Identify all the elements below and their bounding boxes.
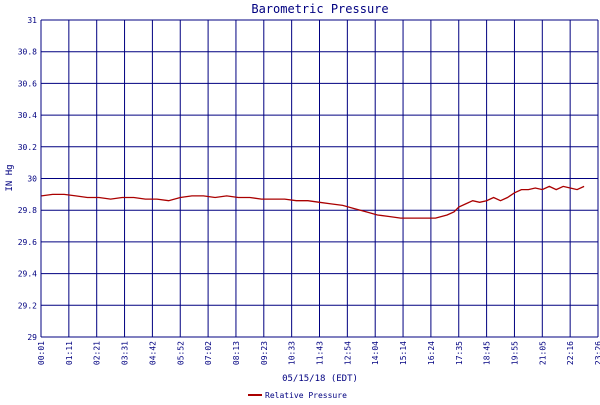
x-tick-label: 03:31: [121, 341, 130, 365]
y-tick-label: 29.4: [18, 270, 37, 279]
x-tick-label: 15:14: [399, 341, 408, 365]
y-tick-label: 29.8: [18, 206, 37, 215]
x-tick-label: 16:24: [427, 341, 436, 365]
x-tick-label: 05:52: [176, 341, 185, 365]
grid-layer: [40, 19, 599, 338]
x-tick-label: 12:54: [343, 341, 352, 365]
y-tick-label: 30.2: [18, 143, 37, 152]
x-tick-label: 00:01: [37, 341, 46, 365]
x-tick-label: 10:33: [288, 341, 297, 365]
x-tick-label: 17:35: [455, 341, 464, 365]
series-layer: [41, 185, 585, 219]
x-tick-label: 19:55: [510, 341, 519, 365]
x-tick-label: 04:42: [148, 341, 157, 365]
chart-title: Barometric Pressure: [251, 2, 388, 16]
x-tick-label: 22:16: [566, 341, 575, 365]
y-tick-labels: 29 29.2 29.4 29.6 29.8 30 30.2 30.4 30.6 30.8 31: [18, 16, 37, 342]
y-tick-label: 30: [27, 175, 37, 184]
x-tick-label: 07:02: [204, 341, 213, 365]
x-tick-labels: 00:01 01:11 02:21 03:31 04:42 05:52 07:02 08:13…: [37, 341, 600, 365]
y-tick-label: 31: [27, 16, 37, 25]
legend-label: Relative Pressure: [265, 391, 347, 400]
y-tick-label: 29.6: [18, 238, 37, 247]
x-tick-label: 01:11: [65, 341, 74, 365]
x-tick-label: 02:21: [93, 341, 102, 365]
x-tick-label: 14:04: [371, 341, 380, 365]
y-tick-label: 29: [27, 333, 37, 342]
y-axis-label: IN Hg: [5, 164, 15, 191]
x-axis-label: 05/15/18 (EDT): [282, 374, 358, 384]
x-tick-label: 11:43: [316, 341, 325, 365]
legend: Relative Pressure: [248, 391, 347, 400]
y-tick-label: 30.6: [18, 79, 37, 88]
y-tick-label: 29.2: [18, 301, 37, 310]
y-tick-label: 30.4: [18, 111, 37, 120]
y-tick-label: 30.8: [18, 48, 37, 57]
x-tick-label: 18:45: [483, 341, 492, 365]
x-tick-label: 21:05: [538, 341, 547, 365]
x-tick-label: 08:13: [232, 341, 241, 365]
x-tick-label: 09:23: [260, 341, 269, 365]
x-tick-label: 23:26: [594, 341, 600, 365]
series-line-relative-pressure: [41, 185, 585, 219]
